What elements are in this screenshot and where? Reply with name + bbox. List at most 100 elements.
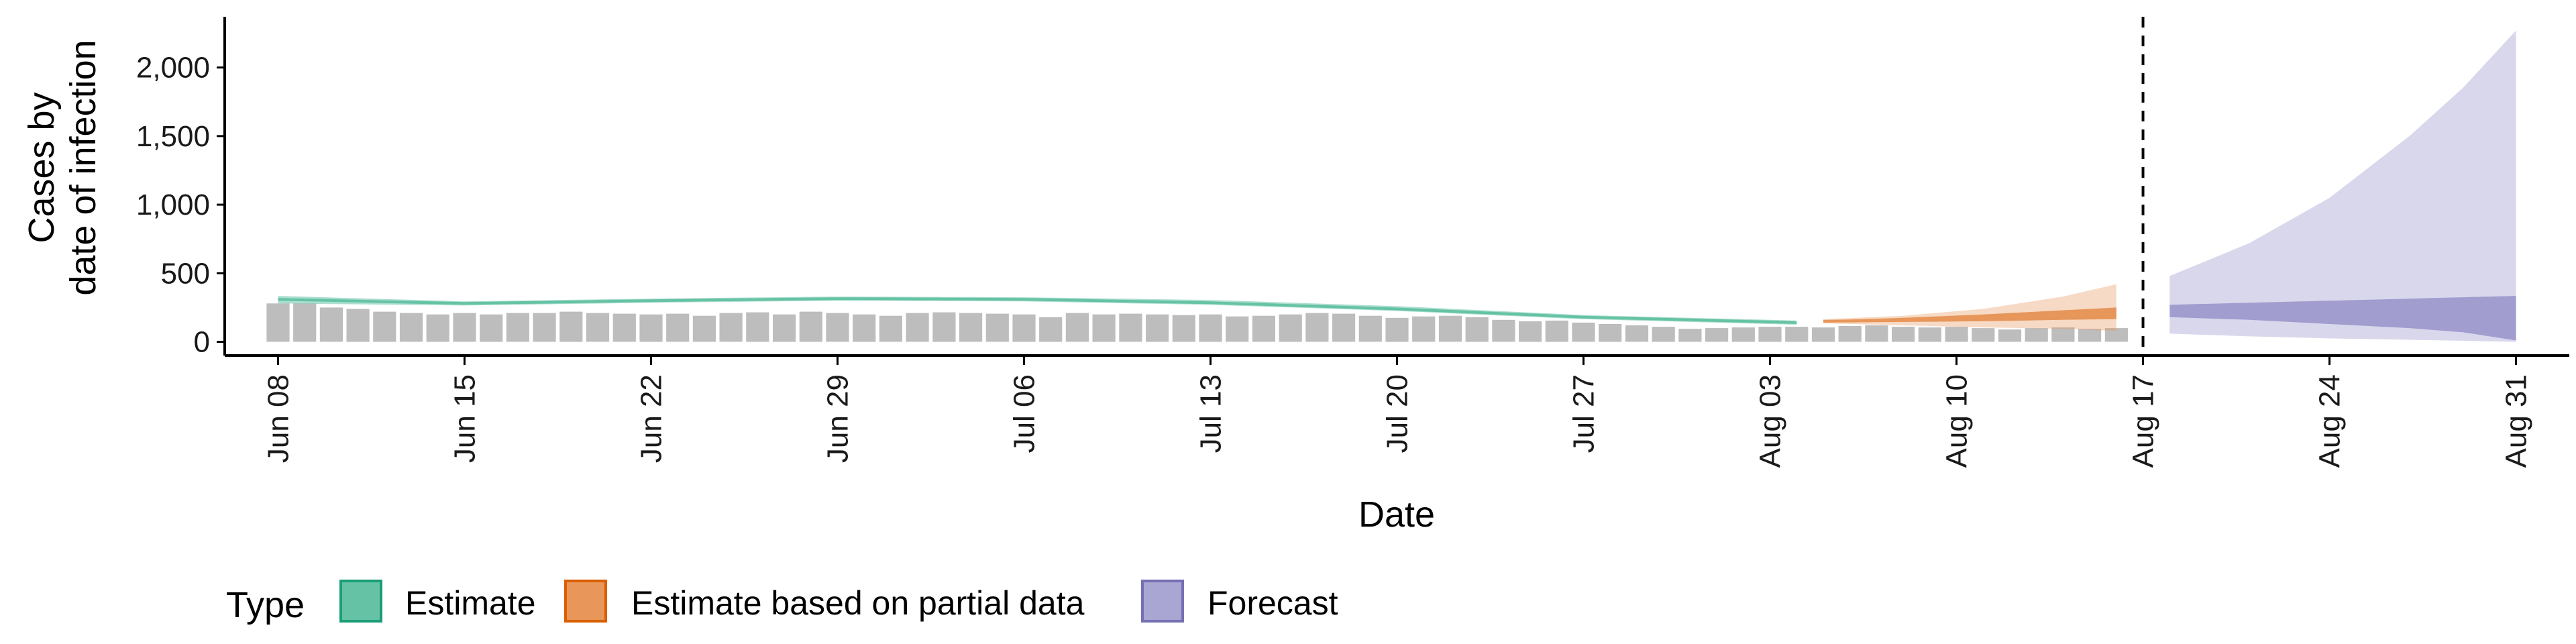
case-bar [1945,327,1968,342]
case-bar [985,313,1009,342]
case-bar [2104,328,2128,342]
case-bar [1892,327,1915,342]
legend-key-forecast [1141,580,1184,623]
case-bar [1279,314,1302,342]
x-tick-label: Aug 24 [2314,374,2347,468]
x-tick-label: Jun 29 [822,374,855,463]
case-bar [1039,317,1063,342]
x-tick-label: Jun 08 [262,374,294,463]
y-tick-label: 0 [194,326,210,359]
x-tick-label: Jul 13 [1195,374,1228,453]
x-tick-label: Aug 10 [1941,374,1974,468]
y-tick-label: 2,000 [136,52,210,85]
partial-median-line [1823,312,2116,323]
case-bar [1385,317,1409,342]
case-bar [533,313,556,342]
case-bar [719,313,743,342]
case-bar [1119,313,1142,342]
case-bar [1092,314,1116,342]
case-bar [1199,314,1222,342]
case-bar [293,303,317,342]
plot-area: 0 500 1,000 1,500 2,000 Jun 08 Jun 15 Jun 22 Jun… [136,17,2569,468]
case-bar [826,313,849,342]
legend-label-estimate: Estimate [405,584,536,622]
case-bar [346,309,370,342]
case-bar [853,314,876,342]
case-bar [1625,325,1649,342]
forecast-outer-ribbon [2169,30,2516,342]
case-bar [1838,326,1862,342]
case-bar [399,313,423,342]
case-bar [1519,321,1542,342]
legend-label-partial: Estimate based on partial data [631,584,1085,622]
case-bar [692,315,716,342]
case-bar [266,303,290,342]
x-tick-label: Aug 03 [1754,374,1787,468]
case-bar [1865,325,1888,342]
case-bar [1678,329,1702,342]
case-bar [1492,319,1515,342]
case-bar [1811,327,1835,342]
x-tick-label: Jul 20 [1381,374,1414,453]
partial-outer-ribbon [1823,284,2116,331]
case-bar [959,313,983,342]
case-bar [1652,327,1675,342]
case-bar [1465,317,1489,342]
y-tick-label: 1,000 [136,189,210,221]
case-bar [426,314,449,342]
case-bar [559,311,583,342]
case-bar [319,307,343,342]
case-bar [1358,315,1382,342]
case-bar [1972,328,1995,342]
case-bar [1572,322,1595,342]
y-axis-title-line-1: Cases by [21,92,62,243]
case-bar [1012,314,1036,342]
x-tick-label: Jun 22 [635,374,668,463]
case-bar [639,314,663,342]
y-tick-label: 500 [161,257,210,290]
case-bar [746,312,769,342]
case-bar [879,315,902,342]
case-bar [1918,327,1941,342]
case-bar [1599,324,1622,342]
case-bar [1146,314,1169,342]
case-bar [1332,313,1356,342]
case-bar [906,313,929,342]
x-tick-label: Jul 06 [1008,374,1041,453]
case-bar [1545,320,1568,342]
case-bar [1172,315,1195,342]
case-bar [373,311,396,342]
legend-key-partial [564,580,607,623]
case-bar [1731,327,1755,342]
case-bar [666,313,690,342]
legend: Type Estimate Estimate based on partial … [226,580,1338,625]
case-bar [612,313,636,342]
legend-title: Type [226,585,305,625]
legend-label-forecast: Forecast [1208,584,1338,622]
case-bar [506,313,529,342]
case-bar [1412,316,1436,342]
case-bar [1758,327,1782,342]
x-axis-title: Date [1358,494,1435,535]
case-bar [1438,315,1462,342]
case-bar [2051,327,2075,342]
case-bar [1705,328,1729,342]
x-tick-label: Jun 15 [448,374,481,463]
estimate-median-line [278,297,1797,324]
case-bar [453,313,476,342]
case-bar [1998,329,2022,342]
case-bar [586,313,610,342]
x-tick-label: Aug 31 [2500,374,2533,468]
x-tick-label: Aug 17 [2127,374,2160,468]
case-bar [1785,327,1809,342]
case-bar [932,312,956,342]
forecast-inner-ribbon [2169,296,2516,341]
case-bar [480,314,503,342]
legend-key-estimate [339,580,382,623]
y-tick-label: 1,500 [136,120,210,153]
case-bar [1305,313,1329,342]
case-bar [799,311,822,342]
case-bar [773,314,796,342]
case-bar [1226,316,1249,342]
